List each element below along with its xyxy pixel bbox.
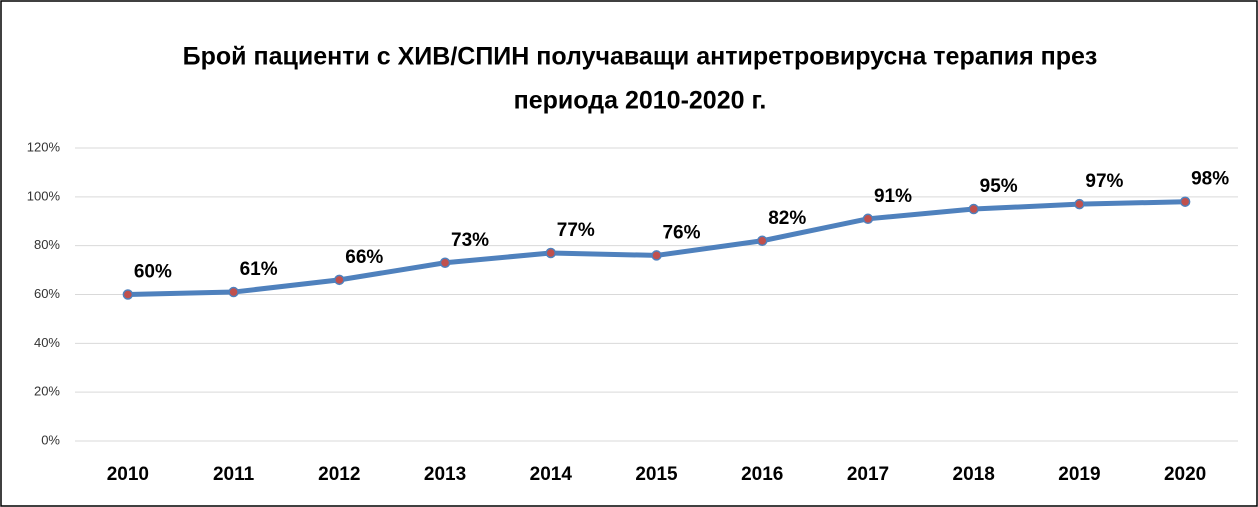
marker <box>651 250 662 261</box>
marker <box>1179 196 1191 207</box>
marker <box>862 213 874 225</box>
marker <box>228 286 239 298</box>
y-tick-label: 40% <box>34 335 60 350</box>
marker <box>968 203 979 215</box>
data-label: 95% <box>980 176 1018 197</box>
y-tick-label: 60% <box>34 286 60 301</box>
y-tick-label: 80% <box>34 237 60 252</box>
x-tick-label: 2019 <box>1058 464 1100 485</box>
data-label: 82% <box>768 208 806 229</box>
x-tick-label: 2020 <box>1164 464 1206 485</box>
data-label: 77% <box>557 220 595 241</box>
x-tick-label: 2011 <box>213 464 255 485</box>
x-tick-label: 2017 <box>847 464 889 485</box>
x-tick-label: 2010 <box>107 464 149 485</box>
x-tick-label: 2012 <box>318 464 360 485</box>
x-tick-label: 2015 <box>635 464 678 485</box>
data-label: 73% <box>451 230 489 251</box>
marker <box>334 274 345 286</box>
x-tick-label: 2014 <box>530 464 573 485</box>
y-tick-label: 100% <box>27 188 61 203</box>
marker <box>545 247 557 259</box>
data-label: 61% <box>240 259 278 280</box>
marker <box>439 257 451 269</box>
marker <box>1074 198 1085 210</box>
x-tick-label: 2013 <box>424 464 466 485</box>
y-tick-label: 0% <box>41 432 60 447</box>
marker <box>122 289 134 300</box>
chart-title: периода 2010-2020 г. <box>514 87 767 115</box>
data-label: 76% <box>662 222 700 243</box>
data-label: 97% <box>1085 171 1123 192</box>
chart-title: Брой пациенти с ХИВ/СПИН получаващи анти… <box>183 43 1098 71</box>
data-label: 91% <box>874 186 912 207</box>
data-label: 66% <box>345 247 383 268</box>
x-tick-label: 2018 <box>953 464 995 485</box>
marker <box>756 235 768 247</box>
y-tick-label: 120% <box>27 139 61 154</box>
data-label: 60% <box>134 262 172 283</box>
data-label: 98% <box>1191 169 1229 190</box>
y-tick-label: 20% <box>34 384 60 399</box>
x-tick-label: 2016 <box>741 464 783 485</box>
